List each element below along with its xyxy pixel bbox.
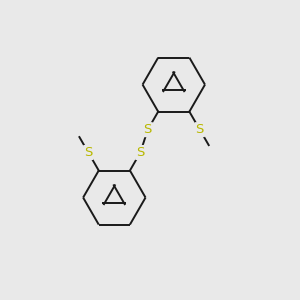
Text: S: S [196,123,204,136]
Text: S: S [84,146,92,159]
Text: S: S [136,146,145,159]
Text: S: S [144,123,152,136]
